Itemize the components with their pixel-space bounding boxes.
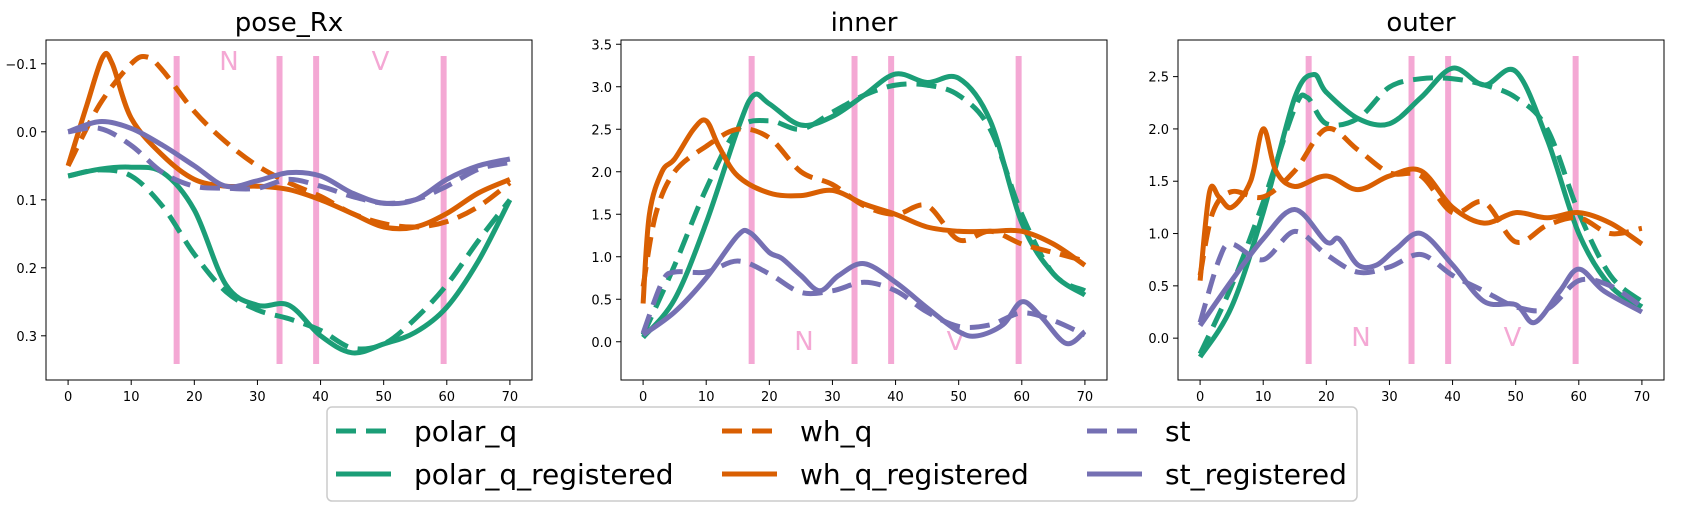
series-line-st [67, 125, 511, 206]
axes-frame [1177, 39, 1665, 381]
x-tick-label: 30 [249, 390, 266, 405]
x-tick-label: 0 [64, 390, 72, 405]
subplot-title: outer [1386, 8, 1456, 38]
series-line-st [1197, 228, 1644, 324]
x-tick-label: 70 [1077, 390, 1094, 405]
y-tick-label: 3.5 [591, 38, 612, 53]
x-tick-label: 20 [186, 390, 203, 405]
x-tick-label: 50 [950, 390, 967, 405]
x-tick-label: 20 [1318, 390, 1335, 405]
legend-label-wh_q: wh_q [800, 415, 872, 448]
x-tick-label: 60 [1014, 390, 1031, 405]
y-tick-label: 0.5 [1148, 280, 1169, 295]
y-tick-label: 2.5 [1148, 71, 1169, 86]
series-line-wh_q_registered [1197, 126, 1644, 281]
y-tick-label: 0.1 [16, 194, 37, 209]
y-tick-label: 0.2 [16, 262, 37, 277]
axes-frame [620, 39, 1108, 381]
x-tick-label: 0 [1196, 390, 1204, 405]
x-tick-label: 0 [639, 390, 647, 405]
y-tick-label: 0.0 [16, 126, 37, 141]
y-tick-label: 1.5 [1148, 175, 1169, 190]
legend-label-st: st [1165, 415, 1191, 448]
y-tick-label: 1.5 [591, 208, 612, 223]
legend-label-wh_q_registered: wh_q_registered [800, 458, 1029, 491]
x-tick-label: 50 [1507, 390, 1524, 405]
x-tick-label: 40 [1444, 390, 1461, 405]
x-tick-label: 30 [824, 390, 841, 405]
y-tick-label: 2.5 [591, 123, 612, 138]
series-line-st_registered [1198, 207, 1644, 328]
series-line-polar_q_registered [1197, 65, 1644, 359]
phase-label-N: N [1351, 323, 1370, 353]
x-tick-label: 70 [1634, 390, 1651, 405]
y-tick-label: 1.0 [1148, 228, 1169, 243]
series-line-wh_q_registered [640, 117, 1087, 304]
series-line-polar_q_registered [67, 164, 513, 356]
x-tick-label: 40 [312, 390, 329, 405]
series-line-st_registered [641, 227, 1087, 347]
phase-label-N: N [219, 47, 238, 77]
phase-label-V: V [1504, 323, 1522, 353]
y-tick-label: 0.0 [591, 336, 612, 351]
legend-label-polar_q: polar_q [414, 415, 517, 448]
axes-frame [45, 39, 533, 381]
x-tick-label: 30 [1381, 390, 1398, 405]
y-tick-label: 2.0 [591, 166, 612, 181]
series-line-st_registered [67, 119, 511, 207]
phase-label-N: N [794, 327, 813, 357]
series-line-polar_q_registered [641, 71, 1087, 340]
x-tick-label: 50 [375, 390, 392, 405]
x-tick-label: 40 [887, 390, 904, 405]
y-tick-label: 2.0 [1148, 123, 1169, 138]
subplot-pose_Rx: N V 0 10 20 30 40 50 60 70 −0.1 0.0 0.1 0.2 0.3 pose_Rx [5, 8, 533, 405]
y-tick-label: 0.5 [591, 293, 612, 308]
x-tick-label: 10 [698, 390, 715, 405]
series-line-wh_q [65, 53, 512, 230]
series-line-wh_q_registered [65, 50, 511, 232]
x-tick-label: 10 [1255, 390, 1272, 405]
x-tick-label: 60 [439, 390, 456, 405]
y-tick-label: 3.0 [591, 81, 612, 96]
y-tick-label: −0.1 [5, 58, 37, 73]
y-tick-label: 0.3 [16, 330, 37, 345]
series-line-wh_q [640, 126, 1086, 287]
y-tick-label: 0.0 [1148, 332, 1169, 347]
x-tick-label: 70 [502, 390, 519, 405]
series-line-polar_q [67, 167, 512, 352]
y-tick-label: 1.0 [591, 251, 612, 266]
x-tick-label: 10 [123, 390, 140, 405]
subplot-title: inner [831, 8, 898, 38]
legend-label-st_registered: st_registered [1165, 458, 1347, 491]
subplot-inner: N V0 10 20 30 40 50 60 700.00.51.01.52.02.53.03.… [591, 8, 1108, 405]
phase-label-V: V [372, 47, 390, 77]
x-tick-label: 60 [1571, 390, 1588, 405]
legend: polar_q polar_q_registered wh_q wh_q_regist… [326, 406, 1358, 502]
x-tick-label: 20 [761, 390, 778, 405]
legend-label-polar_q_registered: polar_q_registered [414, 458, 674, 491]
subplot-title: pose_Rx [235, 8, 343, 38]
subplot-outer: N V 0 10 20 30 40 50 60 70 0.0 0.5 1.0 1.5 2.0 2.5 outer [1148, 8, 1665, 405]
